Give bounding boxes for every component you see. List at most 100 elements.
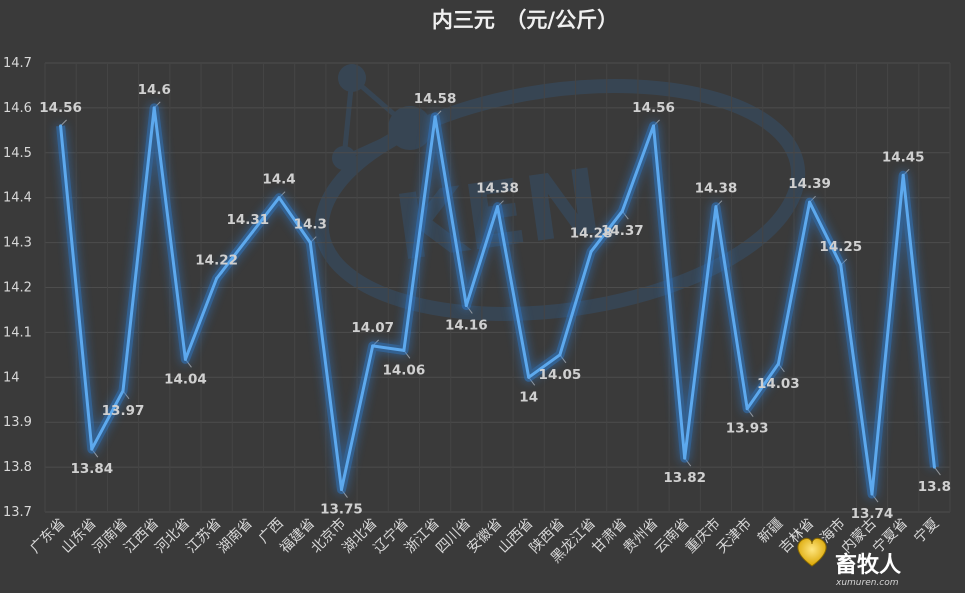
data-label: 13.97 [102, 403, 145, 419]
data-point [496, 205, 499, 209]
data-point [464, 303, 468, 307]
data-label: 14.3 [294, 217, 327, 233]
data-point [215, 277, 219, 281]
x-tick-label: 甘肃省 [589, 516, 630, 557]
y-tick-label: 14.2 [3, 281, 32, 296]
y-tick-label: 14.4 [3, 191, 32, 206]
data-label: 14.16 [445, 317, 488, 333]
x-tick-label: 安徽省 [464, 516, 505, 557]
y-tick-label: 14.5 [3, 146, 32, 161]
data-label: 14.37 [601, 223, 644, 239]
data-label: 14.22 [195, 253, 238, 269]
data-point [714, 205, 718, 209]
data-label: 14.05 [539, 367, 582, 383]
data-point [339, 488, 343, 492]
data-point [932, 465, 936, 469]
data-label: 14.06 [383, 362, 426, 378]
data-point [808, 200, 812, 204]
x-tick-label: 河南省 [90, 516, 131, 557]
x-tick-label: 湖北省 [339, 516, 380, 557]
heart-logo-icon [797, 537, 827, 567]
data-label: 14.56 [632, 100, 675, 116]
x-tick-label: 重庆市 [682, 515, 724, 557]
data-label: 14.28 [570, 226, 613, 242]
data-point [246, 236, 250, 240]
data-point [683, 456, 687, 460]
data-point [433, 115, 437, 119]
data-point [277, 196, 281, 200]
data-label: 14.6 [138, 82, 171, 98]
x-tick-label: 宁夏 [910, 515, 942, 547]
y-tick-label: 14.7 [3, 56, 32, 71]
y-tick-label: 13.8 [3, 460, 32, 475]
data-point [652, 124, 656, 128]
data-label: 13.82 [663, 470, 706, 486]
brand-watermark: 畜牧人 xumuren.com [797, 537, 901, 588]
y-tick-label: 14.3 [3, 236, 32, 251]
data-label: 13.8 [918, 479, 951, 495]
data-point [558, 353, 562, 357]
x-tick-label: 山东省 [59, 516, 100, 557]
data-point [183, 357, 187, 361]
x-tick-label: 贵州省 [620, 516, 661, 557]
data-label: 14.07 [351, 320, 394, 336]
data-label: 14.25 [819, 239, 862, 255]
data-label: 14.38 [695, 181, 738, 197]
brand-watermark-text: 畜牧人 [835, 552, 901, 578]
data-point [59, 124, 63, 128]
x-tick-label: 江苏省 [183, 516, 224, 557]
data-point [620, 209, 624, 213]
x-tick-label: 云南省 [652, 516, 693, 557]
y-tick-label: 14 [3, 370, 20, 385]
data-point [839, 263, 843, 267]
data-point [90, 447, 94, 451]
data-point [371, 344, 375, 348]
x-tick-label: 北京市 [308, 515, 350, 557]
x-tick-label: 江西省 [121, 516, 162, 557]
data-label: 14.45 [882, 149, 925, 165]
y-axis-ticks: 14.7 14.6 14.5 14.4 14.3 14.2 14.1 14 13.9 13.8 13… [3, 56, 32, 520]
data-point [901, 173, 905, 177]
data-label: 13.93 [726, 421, 769, 437]
x-tick-label: 福建省 [277, 516, 318, 557]
y-tick-label: 14.6 [3, 101, 32, 116]
data-label: 14.03 [757, 376, 800, 392]
data-point [308, 241, 312, 245]
x-tick-label: 湖南省 [215, 516, 256, 557]
series-line-group [56, 103, 939, 499]
data-point [776, 362, 780, 366]
data-point [527, 375, 531, 379]
x-tick-label: 广东省 [27, 516, 68, 557]
data-label: 14.04 [164, 371, 207, 387]
y-tick-label: 14.1 [3, 325, 32, 340]
data-point [589, 250, 593, 254]
data-label: 14.31 [226, 212, 269, 228]
x-tick-label: 四川省 [433, 516, 474, 557]
data-point [402, 348, 406, 352]
x-tick-label: 浙江省 [402, 516, 443, 557]
data-point [745, 407, 749, 411]
data-label: 14 [519, 389, 538, 405]
background-watermark-logo: KEN [314, 64, 806, 321]
data-label: 13.75 [320, 502, 363, 518]
data-label: 13.84 [70, 461, 113, 477]
data-label-leader [933, 466, 941, 476]
data-point [870, 492, 874, 496]
data-point [152, 106, 156, 110]
data-labels: 14.56 13.84 13.97 14.6 14.04 14.22 14.31 14.4 14… [39, 82, 951, 522]
x-tick-label: 辽宁省 [370, 515, 412, 557]
y-tick-label: 13.9 [3, 415, 32, 430]
brand-watermark-url: xumuren.com [835, 578, 899, 588]
data-label: 14.38 [476, 181, 519, 197]
data-label: 14.39 [788, 176, 831, 192]
x-tick-label: 河北省 [152, 516, 193, 557]
y-tick-label: 13.7 [3, 505, 32, 520]
x-tick-label: 天津市 [713, 515, 755, 557]
data-point [121, 389, 125, 393]
data-label: 13.74 [851, 506, 894, 522]
chart-title: 内三元 （元/公斤） [432, 8, 618, 32]
data-label: 14.58 [414, 91, 457, 107]
data-label: 14.4 [262, 172, 295, 188]
